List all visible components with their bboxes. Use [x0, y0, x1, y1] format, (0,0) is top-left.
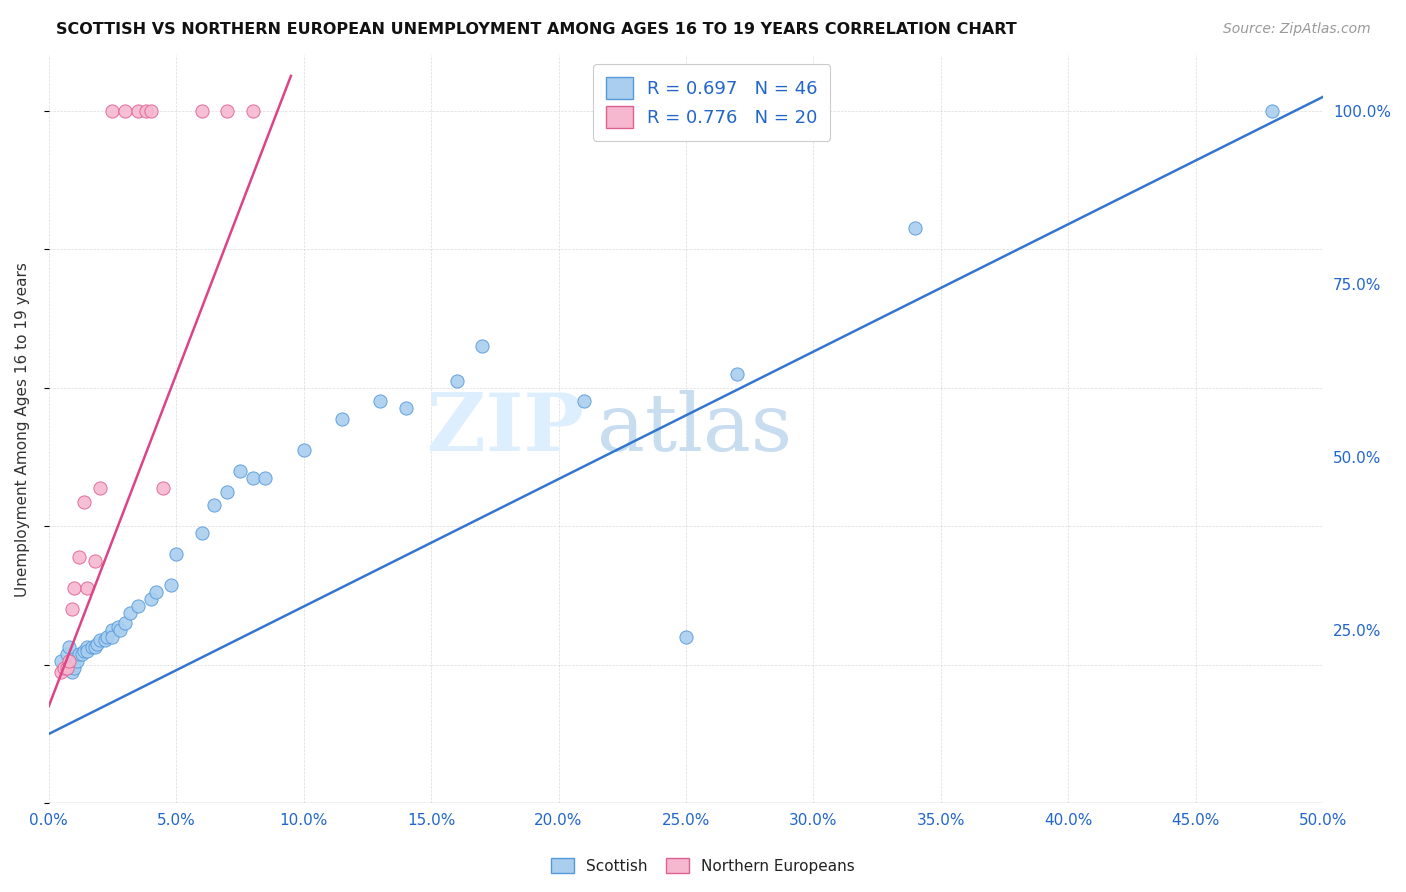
Point — [242, 103, 264, 118]
Point — [904, 221, 927, 235]
Text: atlas: atlas — [596, 390, 792, 468]
Point — [67, 550, 90, 565]
Point — [242, 470, 264, 484]
Point — [446, 374, 468, 388]
Point — [254, 470, 277, 484]
Point — [160, 578, 183, 592]
Text: SCOTTISH VS NORTHERN EUROPEAN UNEMPLOYMENT AMONG AGES 16 TO 19 YEARS CORRELATION: SCOTTISH VS NORTHERN EUROPEAN UNEMPLOYME… — [56, 22, 1017, 37]
Point — [471, 339, 494, 353]
Point — [53, 661, 76, 675]
Point — [73, 495, 96, 509]
Point — [152, 481, 174, 495]
Point — [94, 633, 117, 648]
Point — [229, 464, 252, 478]
Point — [135, 103, 157, 118]
Point — [60, 602, 83, 616]
Point — [330, 411, 353, 425]
Point — [127, 103, 149, 118]
Point — [190, 526, 212, 541]
Point — [86, 637, 108, 651]
Point — [217, 103, 239, 118]
Point — [572, 394, 595, 409]
Point — [101, 630, 124, 644]
Point — [127, 599, 149, 613]
Point — [101, 623, 124, 637]
Point — [76, 644, 98, 658]
Text: Source: ZipAtlas.com: Source: ZipAtlas.com — [1223, 22, 1371, 37]
Point — [190, 103, 212, 118]
Point — [80, 640, 103, 655]
Point — [51, 665, 73, 679]
Point — [139, 591, 162, 606]
Point — [89, 633, 111, 648]
Point — [60, 665, 83, 679]
Point — [58, 640, 80, 655]
Legend: Scottish, Northern Europeans: Scottish, Northern Europeans — [546, 852, 860, 880]
Point — [139, 103, 162, 118]
Point — [120, 606, 142, 620]
Point — [725, 367, 748, 381]
Point — [101, 103, 124, 118]
Point — [83, 554, 105, 568]
Point — [107, 619, 129, 633]
Point — [1261, 103, 1284, 118]
Point — [63, 582, 86, 596]
Point — [63, 657, 86, 672]
Point — [165, 547, 187, 561]
Point — [394, 401, 416, 416]
Point — [58, 654, 80, 668]
Point — [63, 661, 86, 675]
Point — [66, 654, 89, 668]
Point — [368, 394, 391, 409]
Point — [55, 648, 77, 662]
Point — [89, 481, 111, 495]
Y-axis label: Unemployment Among Ages 16 to 19 years: Unemployment Among Ages 16 to 19 years — [15, 261, 30, 597]
Legend: R = 0.697   N = 46, R = 0.776   N = 20: R = 0.697 N = 46, R = 0.776 N = 20 — [593, 64, 831, 141]
Point — [114, 103, 136, 118]
Point — [73, 644, 96, 658]
Point — [51, 654, 73, 668]
Point — [292, 442, 315, 457]
Point — [76, 640, 98, 655]
Point — [96, 630, 118, 644]
Point — [83, 640, 105, 655]
Point — [55, 661, 77, 675]
Text: ZIP: ZIP — [427, 390, 583, 468]
Point — [145, 585, 167, 599]
Point — [108, 623, 131, 637]
Point — [675, 630, 697, 644]
Point — [70, 648, 93, 662]
Point — [204, 499, 226, 513]
Point — [114, 616, 136, 631]
Point — [76, 582, 98, 596]
Point — [217, 484, 239, 499]
Point — [67, 648, 90, 662]
